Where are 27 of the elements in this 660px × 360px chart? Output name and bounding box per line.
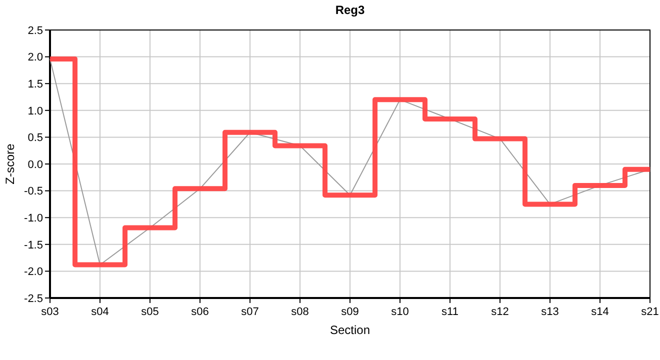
x-tick-label: s06 — [191, 306, 209, 318]
x-tick-label: s09 — [341, 306, 359, 318]
x-tick-label: s21 — [641, 306, 659, 318]
y-tick-label: -0.5 — [24, 186, 43, 198]
y-tick-label: -1.0 — [24, 212, 43, 224]
y-tick-label: -2.5 — [24, 292, 43, 305]
x-tick-label: s11 — [442, 306, 458, 318]
x-tick-label: s13 — [541, 306, 559, 318]
y-tick-label: 1.0 — [28, 105, 43, 118]
y-tick-label: 0.0 — [28, 158, 43, 171]
y-tick-label: 1.5 — [28, 78, 43, 90]
y-tick-label: -2.0 — [24, 266, 43, 278]
x-tick-label: s05 — [141, 306, 159, 318]
y-axis-title: Z-score — [3, 143, 17, 184]
y-tick-label: 2.5 — [28, 24, 43, 37]
y-tick-label: 2.0 — [28, 52, 43, 64]
x-tick-label: s14 — [591, 306, 609, 318]
x-axis-title: Section — [330, 323, 370, 337]
x-tick-label: s03 — [41, 306, 59, 318]
x-tick-label: s10 — [391, 306, 409, 318]
x-tick-label: s07 — [241, 306, 259, 318]
x-tick-label: s08 — [291, 306, 309, 318]
y-tick-label: -1.5 — [24, 239, 43, 252]
chart-title: Reg3 — [335, 3, 365, 17]
x-tick-label: s04 — [91, 306, 109, 318]
x-tick-label: s12 — [491, 306, 509, 318]
y-tick-label: 0.5 — [28, 132, 43, 144]
